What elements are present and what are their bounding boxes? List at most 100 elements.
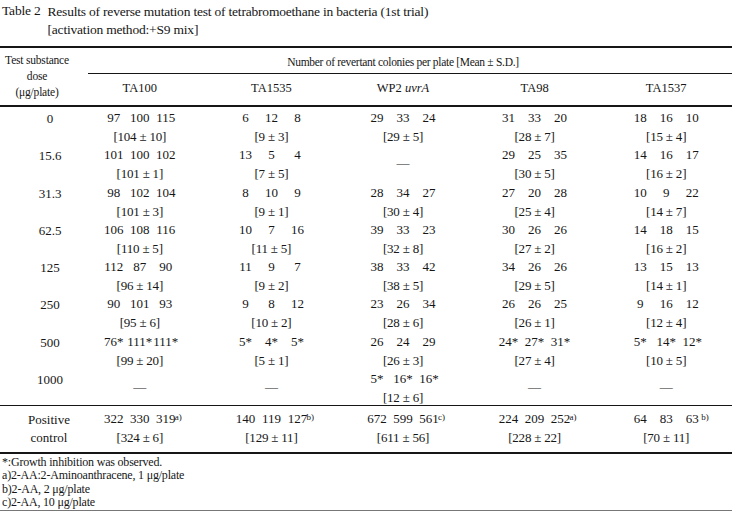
table-row: 31.3 98 102 104 [101 ± 3] 8 10 9 [9 ± 1]…: [0, 182, 732, 219]
strain-cell: 112 87 90 [96 ± 14]: [74, 256, 206, 295]
no-data-dash: [206, 256, 338, 295]
strain-cell: 13 15 13 [14 ± 1]: [600, 256, 732, 295]
no-data-dash: [206, 406, 338, 452]
dose-header-line1: Test substance: [0, 52, 74, 68]
no-data-dash: —: [206, 368, 338, 407]
no-data-dash: [600, 182, 732, 221]
no-data-dash: [600, 293, 732, 332]
strain-cell: 140 119 127b) [129 ± 11]: [206, 406, 338, 452]
no-data-dash: [74, 331, 206, 370]
no-data-dash: [600, 256, 732, 295]
no-data-dash: [74, 219, 206, 258]
strain-cell: 76* 111* 111* [99 ± 20]: [74, 331, 206, 370]
footnote-a: a)2-AA:2-Aminoanthracene, 1 μg/plate: [2, 469, 184, 482]
dose-column-header: Test substance dose (μg/plate): [0, 48, 74, 105]
strain-cell: 106 108 116 [110 ± 5]: [74, 219, 206, 258]
positive-control-section: Positive control 322 330 319a) [324 ± 6]…: [0, 406, 732, 452]
footnote-c: c)2-AA, 10 μg/plate: [2, 496, 184, 509]
strain-cell: 101 100 102 [101 ± 1]: [74, 144, 206, 183]
no-data-dash: [74, 406, 206, 452]
strain-cell: 14 16 17 [16 ± 2]: [600, 144, 732, 183]
table-row: 1000 — — 5* 16* 16* [12 ± 6]: [0, 368, 732, 405]
no-data-dash: [337, 331, 469, 370]
strain-cell: 34 26 26 [29 ± 5]: [469, 256, 601, 295]
no-data-dash: [600, 144, 732, 183]
no-data-dash: —: [600, 368, 732, 407]
strain-cell: 5* 14* 12* [10 ± 5]: [600, 331, 732, 370]
strain-cell: —: [600, 368, 732, 407]
strain-cell: 14 18 15 [16 ± 2]: [600, 219, 732, 258]
footnotes: *:Growth inhibition was observed. a)2-AA…: [2, 456, 184, 510]
table-row: Positive control 322 330 319a) [324 ± 6]…: [0, 406, 732, 452]
strain-cell: 98 102 104 [101 ± 3]: [74, 182, 206, 221]
strain-cell: 64 83 63b) [70 ± 11]: [600, 406, 732, 452]
table-header: Test substance dose (μg/plate) Number of…: [0, 46, 732, 107]
strain-cell: 28 34 27 [30 ± 4]: [337, 182, 469, 221]
no-data-dash: [337, 368, 469, 407]
table-row: 62.5 106 108 116 [110 ± 5] 10 7 16 [11 ±…: [0, 219, 732, 256]
dose-value: 62.5: [0, 219, 74, 258]
strain-cell: 31 33 20 [28 ± 7]: [469, 107, 601, 146]
no-data-dash: [469, 144, 601, 183]
no-data-dash: [206, 331, 338, 370]
no-data-dash: [469, 293, 601, 332]
strain-cell: 29 25 35 [30 ± 5]: [469, 144, 601, 183]
dose-value: 15.6: [0, 144, 74, 183]
strain-cell: 5* 16* 16* [12 ± 6]: [337, 368, 469, 407]
strain-cell: 9 8 12 [10 ± 2]: [206, 293, 338, 332]
strain-cell: 30 26 26 [27 ± 2]: [469, 219, 601, 258]
dose-value: 0: [0, 107, 74, 146]
strain-cell: 26 24 29 [26 ± 3]: [337, 331, 469, 370]
strain-cell: —: [469, 368, 601, 407]
strain-cell: 6 12 8 [9 ± 3]: [206, 107, 338, 146]
table-row: 0 97 100 115 [104 ± 10] 6 12 8 [9 ± 3] 2…: [0, 107, 732, 144]
table-title: Table 2 Results of reverse mutation test…: [2, 3, 428, 38]
table-row: 15.6 101 100 102 [101 ± 1] 13 5 4 [7 ± 5…: [0, 144, 732, 181]
dose-value: 1000: [0, 368, 74, 407]
dose-value: 500: [0, 331, 74, 370]
strain-cell: 24* 27* 31* [27 ± 4]: [469, 331, 601, 370]
strain-cell: 8 10 9 [9 ± 1]: [206, 182, 338, 221]
no-data-dash: —: [469, 368, 601, 407]
no-data-dash: [600, 219, 732, 258]
table-body: 0 97 100 115 [104 ± 10] 6 12 8 [9 ± 3] 2…: [0, 107, 732, 405]
no-data-dash: [206, 219, 338, 258]
page-bottom-edge: [0, 510, 732, 511]
results-table: Test substance dose (μg/plate) Number of…: [0, 46, 732, 454]
no-data-dash: [74, 256, 206, 295]
no-data-dash: [469, 107, 601, 146]
strain-cell: 39 33 23 [32 ± 8]: [337, 219, 469, 258]
strain-header-row: TA100 TA1535 WP2 uvrA TA98 TA1537: [74, 81, 732, 96]
strain-cell: 26 26 25 [26 ± 1]: [469, 293, 601, 332]
strain-cell: 23 26 34 [28 ± 6]: [337, 293, 469, 332]
strain-header-ta100: TA100: [74, 81, 206, 96]
table-title-text: Results of reverse mutation test of tetr…: [48, 3, 429, 38]
strain-cell: 90 101 93 [95 ± 6]: [74, 293, 206, 332]
strain-header-ta98: TA98: [469, 81, 601, 96]
strain-cell: 11 9 7 [9 ± 2]: [206, 256, 338, 295]
no-data-dash: [600, 406, 732, 452]
no-data-dash: —: [74, 368, 206, 407]
no-data-dash: [337, 182, 469, 221]
footnote-b: b)2-AA, 2 μg/plate: [2, 483, 184, 496]
no-data-dash: [600, 331, 732, 370]
dose-header-line3: (μg/plate): [0, 84, 74, 100]
table-number-label: Table 2: [2, 3, 41, 19]
no-data-dash: [469, 331, 601, 370]
strain-cell: 10 9 22 [14 ± 7]: [600, 182, 732, 221]
strain-header-ta1535: TA1535: [206, 81, 338, 96]
no-data-dash: [206, 144, 338, 183]
strain-cell: 13 5 4 [7 ± 5]: [206, 144, 338, 183]
no-data-dash: [469, 256, 601, 295]
dose-value: 31.3: [0, 182, 74, 221]
no-data-dash: [337, 293, 469, 332]
table-title-line1: Results of reverse mutation test of tetr…: [48, 3, 429, 21]
strain-header-wp2uvra: WP2 uvrA: [337, 81, 469, 96]
table-title-line2: [activation method:+S9 mix]: [48, 21, 429, 39]
no-data-dash: [206, 107, 338, 146]
strain-cell: 672 599 561c) [611 ± 56]: [337, 406, 469, 452]
no-data-dash: [469, 406, 601, 452]
strain-cell: 9 16 12 [12 ± 4]: [600, 293, 732, 332]
table-row: 125 112 87 90 [96 ± 14] 11 9 7 [9 ± 2] 3…: [0, 256, 732, 293]
no-data-dash: [206, 293, 338, 332]
